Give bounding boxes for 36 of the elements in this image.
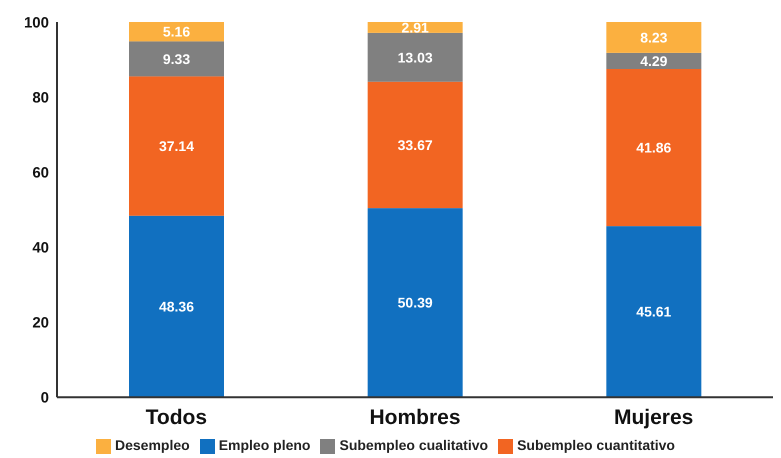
data-label: 8.23: [640, 29, 668, 46]
y-tick-label: 80: [32, 89, 49, 106]
bar: [129, 216, 224, 398]
data-label: 45.61: [636, 304, 672, 320]
y-tick-label: 20: [32, 314, 49, 332]
bar: [606, 52, 702, 70]
x-tick-label: Mujeres: [614, 406, 694, 430]
x-tick-label: Hombres: [369, 406, 461, 430]
legend-label: Subempleo cualitativo: [339, 437, 488, 454]
bar: [368, 32, 463, 82]
data-label: 41.86: [636, 140, 672, 156]
data-label: 5.16: [162, 24, 190, 40]
data-label: 2.91: [402, 19, 430, 36]
legend-label: Empleo pleno: [218, 437, 310, 454]
bar: [606, 226, 702, 398]
legend-label: Desempleo: [114, 437, 190, 454]
y-tick-label: 100: [24, 14, 49, 32]
y-tick-label: 40: [32, 239, 49, 256]
y-tick-label: 0: [40, 390, 49, 407]
bar: [129, 22, 224, 42]
data-label: 33.67: [398, 136, 433, 153]
data-label: 13.03: [398, 49, 433, 66]
bar: [129, 76, 224, 216]
data-label: 4.29: [640, 52, 668, 69]
data-label: 37.14: [158, 138, 194, 154]
data-label: 48.36: [158, 298, 194, 314]
x-tick-label: Todos: [146, 406, 208, 430]
bar: [368, 208, 463, 398]
legend-label: Subempleo cuantitativo: [517, 437, 675, 454]
bar: [129, 41, 224, 76]
bar: [606, 69, 702, 226]
y-tick-label: 60: [32, 164, 49, 182]
data-label: 9.33: [162, 50, 190, 67]
bar: [368, 82, 463, 208]
bar: [606, 22, 702, 53]
data-label: 50.39: [398, 294, 433, 311]
